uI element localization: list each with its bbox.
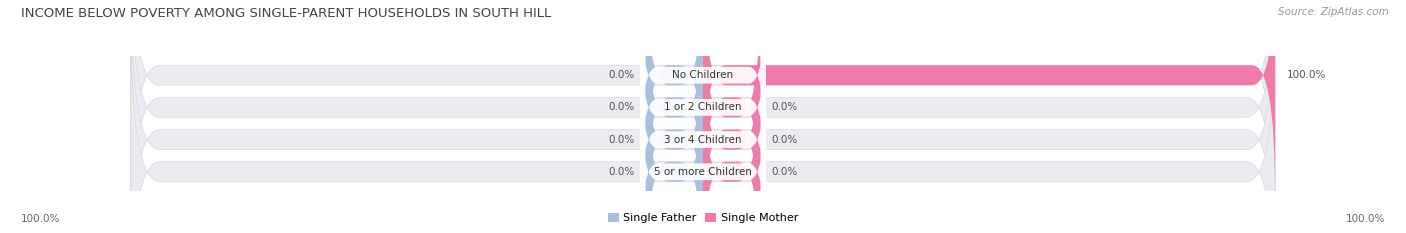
Text: 0.0%: 0.0% (609, 167, 634, 177)
Text: 0.0%: 0.0% (609, 135, 634, 145)
FancyBboxPatch shape (131, 0, 1275, 226)
FancyBboxPatch shape (640, 19, 766, 195)
Text: 0.0%: 0.0% (609, 102, 634, 112)
Legend: Single Father, Single Mother: Single Father, Single Mother (603, 208, 803, 227)
Text: 0.0%: 0.0% (772, 135, 797, 145)
Text: 0.0%: 0.0% (609, 70, 634, 80)
FancyBboxPatch shape (703, 0, 761, 226)
FancyBboxPatch shape (703, 0, 1275, 194)
Text: 3 or 4 Children: 3 or 4 Children (664, 135, 742, 145)
FancyBboxPatch shape (645, 21, 703, 233)
FancyBboxPatch shape (131, 0, 1275, 233)
Text: 100.0%: 100.0% (21, 214, 60, 224)
Text: No Children: No Children (672, 70, 734, 80)
FancyBboxPatch shape (131, 0, 1275, 233)
FancyBboxPatch shape (645, 0, 703, 194)
FancyBboxPatch shape (640, 84, 766, 233)
FancyBboxPatch shape (640, 0, 766, 163)
Text: 100.0%: 100.0% (1346, 214, 1385, 224)
Text: Source: ZipAtlas.com: Source: ZipAtlas.com (1278, 7, 1389, 17)
FancyBboxPatch shape (640, 51, 766, 228)
FancyBboxPatch shape (645, 53, 703, 233)
Text: 1 or 2 Children: 1 or 2 Children (664, 102, 742, 112)
FancyBboxPatch shape (703, 21, 761, 233)
Text: 5 or more Children: 5 or more Children (654, 167, 752, 177)
Text: 0.0%: 0.0% (772, 167, 797, 177)
Text: 100.0%: 100.0% (1286, 70, 1326, 80)
FancyBboxPatch shape (131, 21, 1275, 233)
FancyBboxPatch shape (703, 53, 761, 233)
FancyBboxPatch shape (645, 0, 703, 226)
Text: INCOME BELOW POVERTY AMONG SINGLE-PARENT HOUSEHOLDS IN SOUTH HILL: INCOME BELOW POVERTY AMONG SINGLE-PARENT… (21, 7, 551, 20)
Text: 0.0%: 0.0% (772, 102, 797, 112)
